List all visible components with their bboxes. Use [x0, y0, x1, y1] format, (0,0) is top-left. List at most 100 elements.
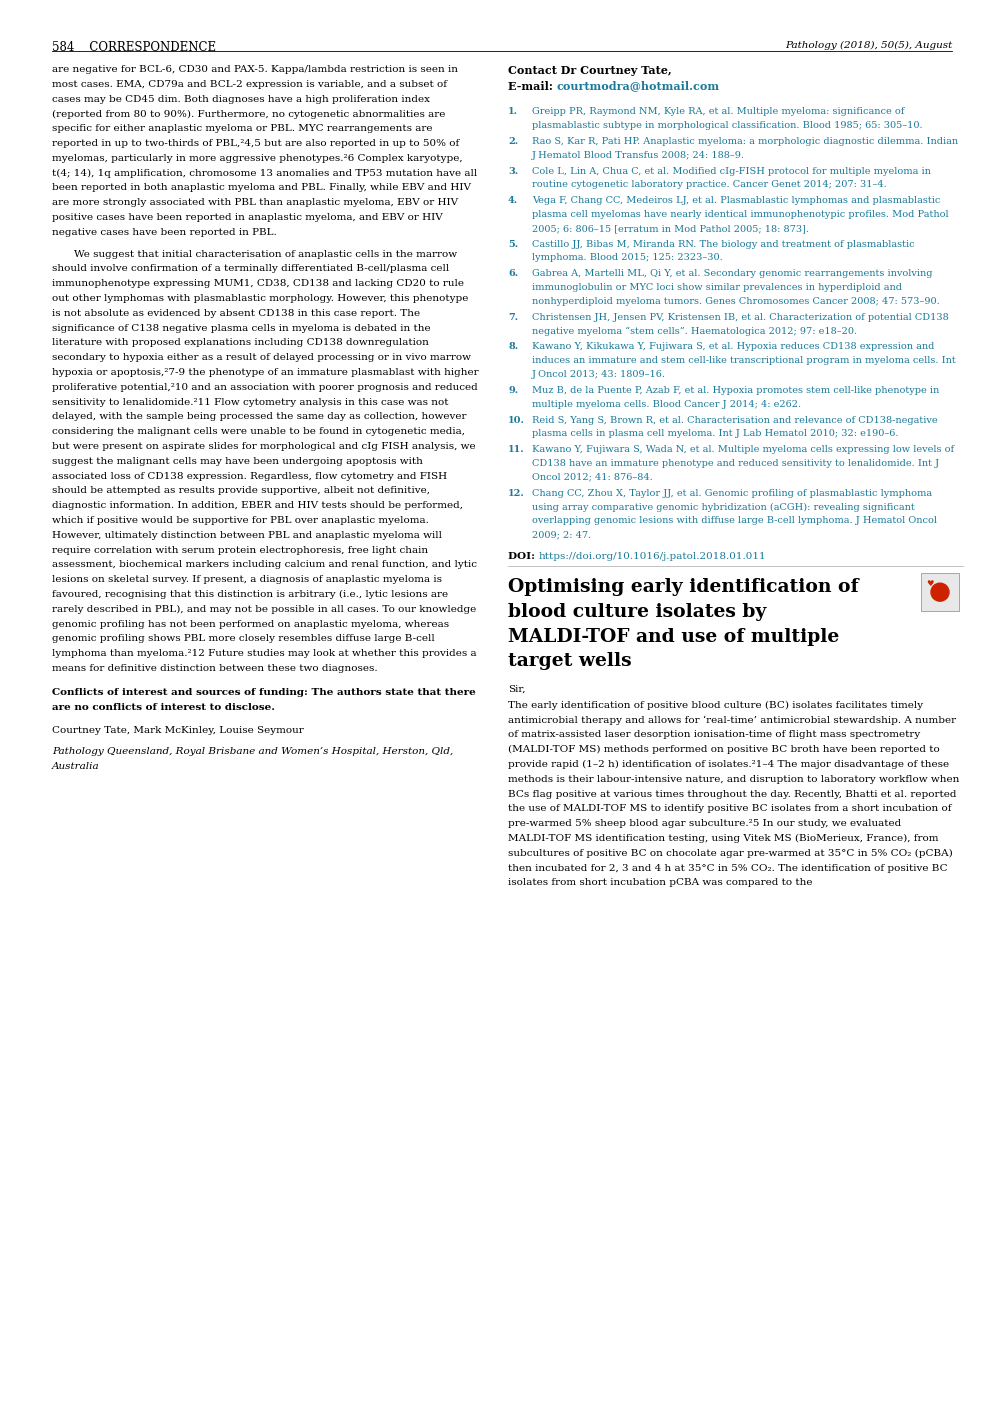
Text: favoured, recognising that this distinction is arbitrary (i.e., lytic lesions ar: favoured, recognising that this distinct…: [52, 591, 448, 599]
FancyBboxPatch shape: [921, 574, 959, 612]
Text: genomic profiling shows PBL more closely resembles diffuse large B-cell: genomic profiling shows PBL more closely…: [52, 634, 434, 644]
Text: overlapping genomic lesions with diffuse large B-cell lymphoma. J Hematol Oncol: overlapping genomic lesions with diffuse…: [532, 516, 936, 525]
Text: Gabrea A, Martelli ML, Qi Y, et al. Secondary genomic rearrangements involving: Gabrea A, Martelli ML, Qi Y, et al. Seco…: [532, 269, 932, 278]
Text: genomic profiling has not been performed on anaplastic myeloma, whereas: genomic profiling has not been performed…: [52, 620, 449, 629]
Text: ♥: ♥: [926, 579, 933, 588]
Text: provide rapid (1–2 h) identification of isolates.²1–4 The major disadvantage of : provide rapid (1–2 h) identification of …: [508, 760, 949, 769]
Text: t(4; 14), 1q amplification, chromosome 13 anomalies and TP53 mutation have all: t(4; 14), 1q amplification, chromosome 1…: [52, 168, 477, 178]
Text: blood culture isolates by: blood culture isolates by: [508, 603, 767, 622]
Text: (reported from 80 to 90%). Furthermore, no cytogenetic abnormalities are: (reported from 80 to 90%). Furthermore, …: [52, 109, 445, 118]
Text: reported in up to two-thirds of PBL,²4,5 but are also reported in up to 50% of: reported in up to two-thirds of PBL,²4,5…: [52, 139, 459, 147]
Text: 9.: 9.: [508, 386, 518, 394]
Text: 10.: 10.: [508, 415, 525, 425]
Text: https://doi.org/10.1016/j.patol.2018.01.011: https://doi.org/10.1016/j.patol.2018.01.…: [539, 551, 766, 561]
Text: J Oncol 2013; 43: 1809–16.: J Oncol 2013; 43: 1809–16.: [532, 370, 666, 379]
Text: 2.: 2.: [508, 137, 518, 146]
Text: multiple myeloma cells. Blood Cancer J 2014; 4: e262.: multiple myeloma cells. Blood Cancer J 2…: [532, 400, 801, 408]
Text: E-mail:: E-mail:: [508, 80, 557, 91]
Text: but were present on aspirate slides for morphological and cIg FISH analysis, we: but were present on aspirate slides for …: [52, 442, 475, 450]
Text: induces an immature and stem cell-like transcriptional program in myeloma cells.: induces an immature and stem cell-like t…: [532, 356, 955, 365]
Text: positive cases have been reported in anaplastic myeloma, and EBV or HIV: positive cases have been reported in ana…: [52, 213, 442, 222]
Text: CD138 have an immature phenotype and reduced sensitivity to lenalidomide. Int J: CD138 have an immature phenotype and red…: [532, 459, 938, 469]
Text: significance of C138 negative plasma cells in myeloma is debated in the: significance of C138 negative plasma cel…: [52, 324, 431, 333]
Text: myelomas, particularly in more aggressive phenotypes.²6 Complex karyotype,: myelomas, particularly in more aggressiv…: [52, 154, 462, 163]
Text: Courtney Tate, Mark McKinley, Louise Seymour: Courtney Tate, Mark McKinley, Louise Sey…: [52, 727, 304, 735]
Text: immunophenotype expressing MUM1, CD38, CD138 and lacking CD20 to rule: immunophenotype expressing MUM1, CD38, C…: [52, 279, 464, 288]
Text: lesions on skeletal survey. If present, a diagnosis of anaplastic myeloma is: lesions on skeletal survey. If present, …: [52, 575, 442, 584]
Text: plasmablastic subtype in morphological classification. Blood 1985; 65: 305–10.: plasmablastic subtype in morphological c…: [532, 121, 923, 130]
Text: Muz B, de la Puente P, Azab F, et al. Hypoxia promotes stem cell-like phenotype : Muz B, de la Puente P, Azab F, et al. Hy…: [532, 386, 938, 394]
Text: hypoxia or apoptosis,²7-9 the phenotype of an immature plasmablast with higher: hypoxia or apoptosis,²7-9 the phenotype …: [52, 368, 478, 377]
Text: Kawano Y, Fujiwara S, Wada N, et al. Multiple myeloma cells expressing low level: Kawano Y, Fujiwara S, Wada N, et al. Mul…: [532, 445, 953, 455]
Text: out other lymphomas with plasmablastic morphology. However, this phenotype: out other lymphomas with plasmablastic m…: [52, 295, 468, 303]
Text: BCs flag positive at various times throughout the day. Recently, Bhatti et al. r: BCs flag positive at various times throu…: [508, 790, 956, 798]
Text: pre-warmed 5% sheep blood agar subculture.²5 In our study, we evaluated: pre-warmed 5% sheep blood agar subcultur…: [508, 819, 902, 828]
Text: Conflicts of interest and sources of funding: The authors state that there: Conflicts of interest and sources of fun…: [52, 687, 476, 697]
Text: suggest the malignant cells may have been undergoing apoptosis with: suggest the malignant cells may have bee…: [52, 457, 423, 466]
Text: immunoglobulin or MYC loci show similar prevalences in hyperdiploid and: immunoglobulin or MYC loci show similar …: [532, 283, 902, 292]
Text: then incubated for 2, 3 and 4 h at 35°C in 5% CO₂. The identification of positiv: then incubated for 2, 3 and 4 h at 35°C …: [508, 864, 947, 873]
Text: 7.: 7.: [508, 313, 518, 321]
Text: which if positive would be supportive for PBL over anaplastic myeloma.: which if positive would be supportive fo…: [52, 516, 429, 525]
Text: negative cases have been reported in PBL.: negative cases have been reported in PBL…: [52, 227, 277, 237]
Text: sensitivity to lenalidomide.²11 Flow cytometry analysis in this case was not: sensitivity to lenalidomide.²11 Flow cyt…: [52, 397, 448, 407]
Text: methods is their labour-intensive nature, and disruption to laboratory workflow : methods is their labour-intensive nature…: [508, 774, 959, 784]
Text: J Hematol Blood Transfus 2008; 24: 188–9.: J Hematol Blood Transfus 2008; 24: 188–9…: [532, 150, 745, 160]
Text: proliferative potential,²10 and an association with poorer prognosis and reduced: proliferative potential,²10 and an assoc…: [52, 383, 478, 391]
Text: using array comparative genomic hybridization (aCGH): revealing significant: using array comparative genomic hybridiz…: [532, 502, 915, 512]
Text: should be attempted as results provide supportive, albeit not definitive,: should be attempted as results provide s…: [52, 487, 430, 495]
Text: lymphoma than myeloma.²12 Future studies may look at whether this provides a: lymphoma than myeloma.²12 Future studies…: [52, 650, 476, 658]
Text: cases may be CD45 dim. Both diagnoses have a high proliferation index: cases may be CD45 dim. Both diagnoses ha…: [52, 94, 430, 104]
Text: 11.: 11.: [508, 445, 525, 455]
Text: isolates from short incubation pCBA was compared to the: isolates from short incubation pCBA was …: [508, 878, 812, 888]
Text: 2005; 6: 806–15 [erratum in Mod Pathol 2005; 18: 873].: 2005; 6: 806–15 [erratum in Mod Pathol 2…: [532, 224, 808, 233]
Text: should involve confirmation of a terminally differentiated B-cell/plasma cell: should involve confirmation of a termina…: [52, 264, 449, 274]
Text: Sir,: Sir,: [508, 685, 526, 693]
Text: considering the malignant cells were unable to be found in cytogenetic media,: considering the malignant cells were una…: [52, 427, 465, 436]
Text: literature with proposed explanations including CD138 downregulation: literature with proposed explanations in…: [52, 338, 429, 348]
Text: Contact Dr Courtney Tate,: Contact Dr Courtney Tate,: [508, 65, 672, 76]
Text: subcultures of positive BC on chocolate agar pre-warmed at 35°C in 5% CO₂ (pCBA): subcultures of positive BC on chocolate …: [508, 849, 952, 859]
Text: Chang CC, Zhou X, Taylor JJ, et al. Genomic profiling of plasmablastic lymphoma: Chang CC, Zhou X, Taylor JJ, et al. Geno…: [532, 488, 931, 498]
Text: 2009; 2: 47.: 2009; 2: 47.: [532, 530, 591, 539]
Text: Greipp PR, Raymond NM, Kyle RA, et al. Multiple myeloma: significance of: Greipp PR, Raymond NM, Kyle RA, et al. M…: [532, 107, 904, 116]
Text: Australia: Australia: [52, 762, 99, 772]
Text: associated loss of CD138 expression. Regardless, flow cytometry and FISH: associated loss of CD138 expression. Reg…: [52, 471, 447, 481]
Text: MALDI-TOF and use of multiple: MALDI-TOF and use of multiple: [508, 627, 839, 645]
Text: Christensen JH, Jensen PV, Kristensen IB, et al. Characterization of potential C: Christensen JH, Jensen PV, Kristensen IB…: [532, 313, 948, 321]
Text: Oncol 2012; 41: 876–84.: Oncol 2012; 41: 876–84.: [532, 473, 653, 481]
Text: (MALDI-TOF MS) methods performed on positive BC broth have been reported to: (MALDI-TOF MS) methods performed on posi…: [508, 745, 939, 755]
Text: Kawano Y, Kikukawa Y, Fujiwara S, et al. Hypoxia reduces CD138 expression and: Kawano Y, Kikukawa Y, Fujiwara S, et al.…: [532, 342, 934, 352]
Text: plasma cells in plasma cell myeloma. Int J Lab Hematol 2010; 32: e190–6.: plasma cells in plasma cell myeloma. Int…: [532, 429, 898, 438]
Text: Castillo JJ, Bibas M, Miranda RN. The biology and treatment of plasmablastic: Castillo JJ, Bibas M, Miranda RN. The bi…: [532, 240, 915, 248]
Text: 1.: 1.: [508, 107, 518, 116]
Text: The early identification of positive blood culture (BC) isolates facilitates tim: The early identification of positive blo…: [508, 702, 924, 710]
Text: diagnostic information. In addition, EBER and HIV tests should be performed,: diagnostic information. In addition, EBE…: [52, 501, 463, 511]
Text: been reported in both anaplastic myeloma and PBL. Finally, while EBV and HIV: been reported in both anaplastic myeloma…: [52, 184, 471, 192]
Text: are negative for BCL-6, CD30 and PAX-5. Kappa/lambda restriction is seen in: are negative for BCL-6, CD30 and PAX-5. …: [52, 65, 458, 74]
Text: We suggest that initial characterisation of anaplastic cells in the marrow: We suggest that initial characterisation…: [74, 250, 457, 258]
Text: 584    CORRESPONDENCE: 584 CORRESPONDENCE: [52, 41, 216, 53]
Text: Pathology Queensland, Royal Brisbane and Women’s Hospital, Herston, Qld,: Pathology Queensland, Royal Brisbane and…: [52, 748, 453, 756]
Text: of matrix-assisted laser desorption ionisation-time of flight mass spectrometry: of matrix-assisted laser desorption ioni…: [508, 731, 921, 739]
Text: antimicrobial therapy and allows for ‘real-time’ antimicrobial stewardship. A nu: antimicrobial therapy and allows for ‘re…: [508, 716, 956, 725]
Text: assessment, biochemical markers including calcium and renal function, and lytic: assessment, biochemical markers includin…: [52, 560, 477, 570]
Text: However, ultimately distinction between PBL and anaplastic myeloma will: However, ultimately distinction between …: [52, 530, 442, 540]
Text: are more strongly associated with PBL than anaplastic myeloma, EBV or HIV: are more strongly associated with PBL th…: [52, 198, 458, 208]
Text: 6.: 6.: [508, 269, 518, 278]
Text: negative myeloma “stem cells”. Haematologica 2012; 97: e18–20.: negative myeloma “stem cells”. Haematolo…: [532, 327, 857, 335]
Text: 4.: 4.: [508, 196, 518, 205]
Text: are no conflicts of interest to disclose.: are no conflicts of interest to disclose…: [52, 703, 275, 711]
Text: means for definitive distinction between these two diagnoses.: means for definitive distinction between…: [52, 664, 378, 673]
Text: target wells: target wells: [508, 652, 632, 671]
Text: specific for either anaplastic myeloma or PBL. MYC rearrangements are: specific for either anaplastic myeloma o…: [52, 125, 433, 133]
Text: DOI:: DOI:: [508, 551, 539, 561]
Text: Reid S, Yang S, Brown R, et al. Characterisation and relevance of CD138-negative: Reid S, Yang S, Brown R, et al. Characte…: [532, 415, 937, 425]
Text: Rao S, Kar R, Pati HP. Anaplastic myeloma: a morphologic diagnostic dilemma. Ind: Rao S, Kar R, Pati HP. Anaplastic myelom…: [532, 137, 957, 146]
Text: delayed, with the sample being processed the same day as collection, however: delayed, with the sample being processed…: [52, 412, 466, 421]
Text: Cole L, Lin A, Chua C, et al. Modified cIg-FISH protocol for multiple myeloma in: Cole L, Lin A, Chua C, et al. Modified c…: [532, 167, 930, 175]
Circle shape: [931, 584, 949, 600]
Text: the use of MALDI-TOF MS to identify positive BC isolates from a short incubation: the use of MALDI-TOF MS to identify posi…: [508, 804, 951, 814]
Text: require correlation with serum protein electrophoresis, free light chain: require correlation with serum protein e…: [52, 546, 429, 554]
Text: Optimising early identification of: Optimising early identification of: [508, 578, 859, 596]
